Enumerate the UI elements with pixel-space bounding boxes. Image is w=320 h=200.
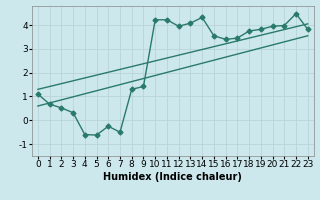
X-axis label: Humidex (Indice chaleur): Humidex (Indice chaleur) (103, 172, 242, 182)
